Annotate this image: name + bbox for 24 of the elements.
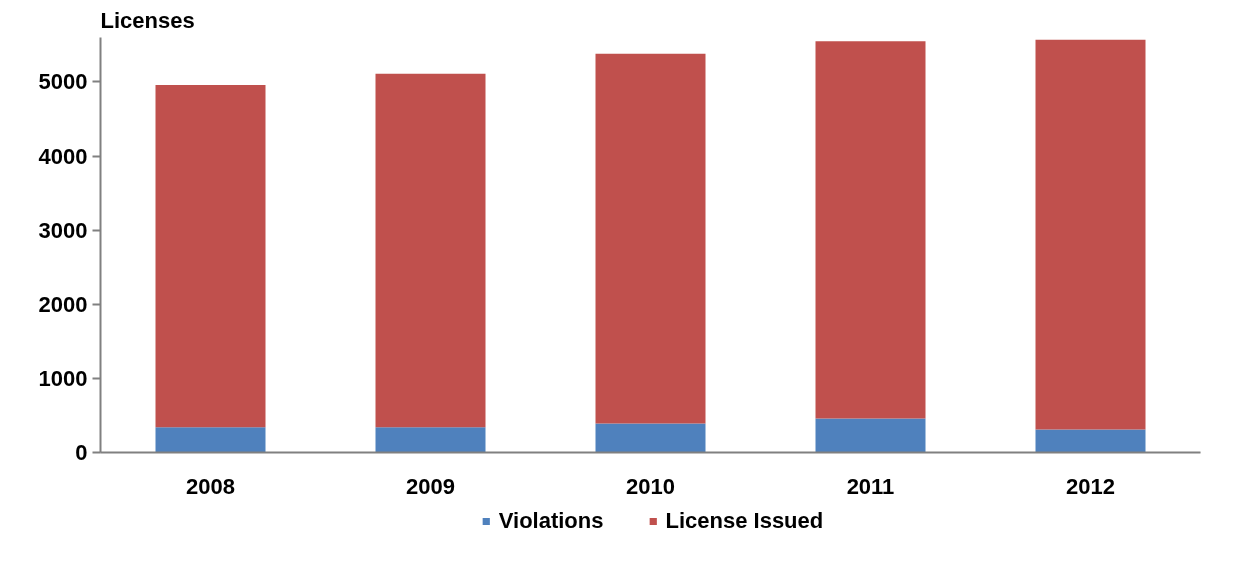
legend-label: Violations — [498, 508, 604, 534]
bar — [1035, 39, 1146, 430]
x-tick-label: 2011 — [846, 473, 895, 499]
bar — [595, 423, 706, 453]
y-tick-label: 5000 — [38, 69, 88, 95]
y-tick-label: 1000 — [38, 365, 88, 391]
y-tick-label: 0 — [75, 440, 88, 465]
x-tick-label: 2012 — [1066, 473, 1115, 499]
y-tick-label: 4000 — [38, 143, 88, 169]
bar — [375, 73, 486, 428]
bar — [815, 418, 926, 453]
bar — [1035, 429, 1146, 453]
y-tick-label: 3000 — [38, 217, 88, 243]
x-tick-label: 2009 — [406, 473, 455, 499]
bar — [155, 84, 266, 428]
y-tick-label: 2000 — [38, 291, 88, 317]
bar — [815, 41, 926, 419]
y-axis-title: Licenses — [100, 7, 195, 33]
x-tick-label: 2010 — [626, 473, 675, 499]
bar — [155, 427, 266, 453]
bar — [595, 53, 706, 424]
x-tick-label: 2008 — [186, 473, 235, 499]
bar — [375, 427, 486, 453]
legend-label: License Issued — [665, 508, 824, 534]
